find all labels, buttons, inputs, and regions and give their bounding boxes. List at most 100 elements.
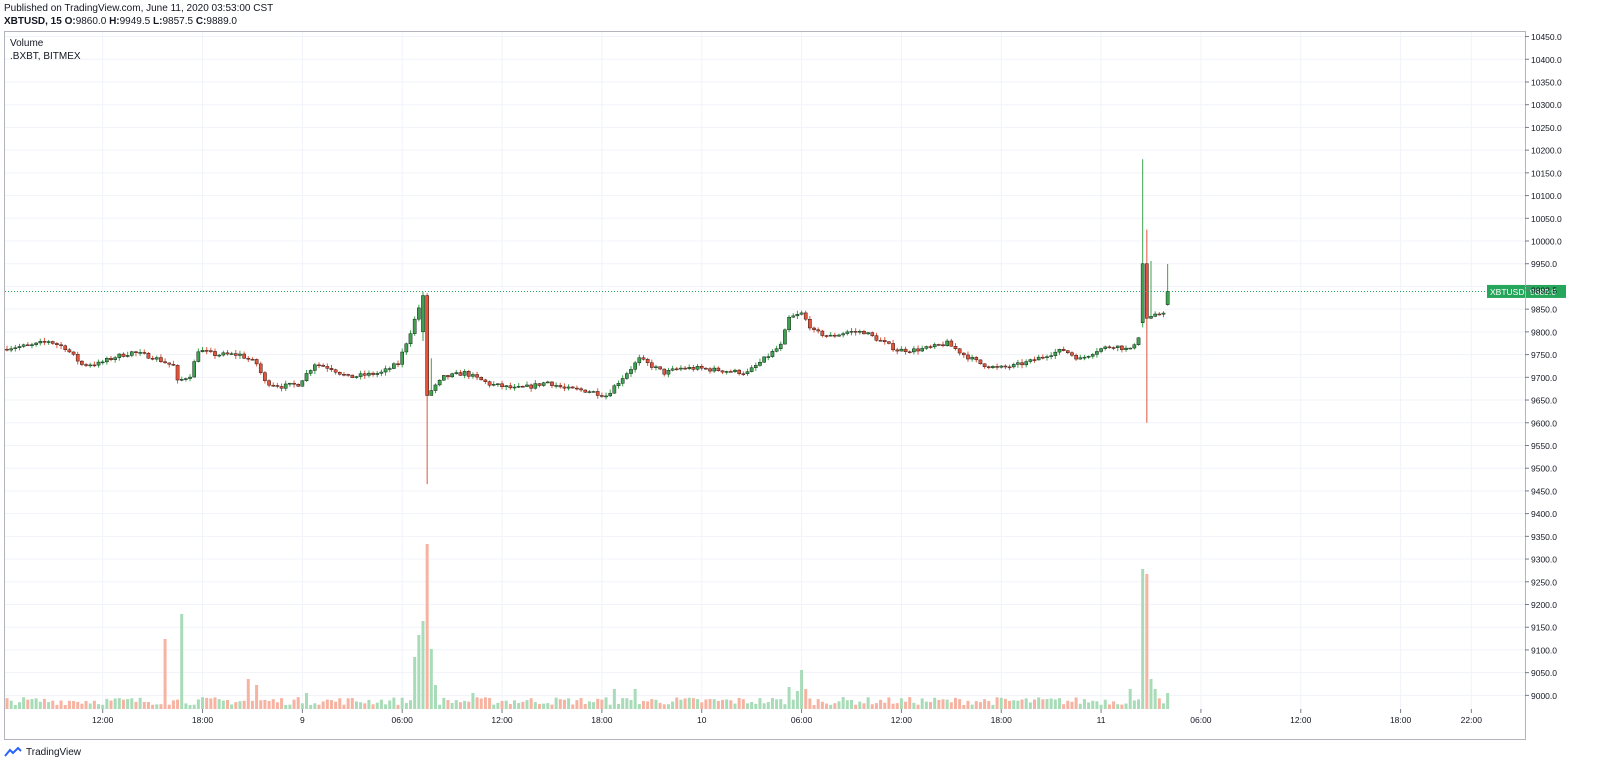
candle [442, 374, 446, 382]
price-tick-label: 9600.0 [1531, 418, 1557, 428]
candle-body [338, 372, 342, 375]
price-tick-label: 9892.5 [1531, 285, 1557, 295]
candle [425, 293, 429, 485]
candle [891, 339, 895, 352]
candle [562, 383, 567, 392]
footer-brand[interactable]: TradingView [4, 746, 81, 758]
candle [937, 343, 941, 346]
candle-body [991, 366, 995, 368]
candle-body [1115, 345, 1120, 348]
candle [525, 381, 529, 388]
candle [724, 370, 729, 375]
volume-bar [912, 702, 916, 709]
volume-bar [242, 700, 246, 709]
volume-bar [1008, 700, 1012, 709]
candle [849, 328, 854, 336]
volume-bar [646, 701, 650, 709]
volume-bar [575, 700, 579, 709]
candle [924, 345, 929, 350]
time-tick-label: 06:00 [392, 715, 414, 725]
candle-body [670, 368, 675, 371]
candle-body [275, 385, 280, 387]
candle-body [737, 369, 741, 374]
candle-body [129, 351, 134, 356]
volume-bar [1166, 693, 1170, 709]
candle-body [300, 380, 305, 387]
candle-body [1165, 291, 1170, 305]
candle [1090, 353, 1095, 359]
volume-bar [113, 698, 117, 709]
candle-body [1016, 362, 1020, 365]
candle [75, 351, 80, 365]
volume-bar [1116, 704, 1120, 709]
candle-body [38, 341, 43, 344]
candle [999, 364, 1004, 369]
volume-bar [587, 701, 591, 709]
volume-bar [521, 701, 525, 709]
volume-bar [1099, 704, 1103, 709]
candle-body [1053, 351, 1058, 356]
candle-body [666, 370, 671, 375]
candle-body [34, 342, 38, 345]
volume-bar [1057, 698, 1061, 709]
volume-bar [600, 699, 604, 709]
candle-body [816, 329, 820, 332]
volume-bar [533, 702, 537, 709]
candle-body [895, 349, 900, 352]
volume-bar [550, 704, 554, 709]
candle [362, 370, 367, 379]
study-legend[interactable]: Volume .BXBT, BITMEX [10, 37, 81, 63]
candle-body [679, 367, 683, 370]
candle [1153, 311, 1157, 318]
candle [570, 385, 575, 389]
candle-body [862, 331, 866, 335]
price-tick-label: 9450.0 [1531, 486, 1557, 496]
volume-bar [367, 699, 371, 709]
candle [117, 353, 122, 361]
volume-bar [870, 704, 874, 709]
ohlc-c: C:9889.0 [195, 16, 237, 27]
volume-bar [791, 699, 795, 709]
volume-bar [42, 698, 46, 709]
candle-body [204, 350, 209, 352]
candle-body [196, 351, 201, 362]
volume-bar [849, 699, 853, 709]
candle [367, 370, 371, 378]
candle-body [887, 341, 891, 344]
candle-body [134, 351, 138, 354]
volume-bar [1141, 569, 1145, 709]
candle [808, 315, 812, 331]
candle-body [824, 335, 829, 337]
volume-bar [783, 704, 787, 709]
candle [325, 363, 330, 372]
candle [1049, 352, 1053, 360]
volume-bar [558, 699, 562, 709]
candle [100, 359, 105, 365]
candle [13, 344, 18, 352]
candle-body [138, 352, 142, 354]
candle-body [304, 373, 309, 381]
volume-bar [433, 685, 437, 709]
candle-body [154, 357, 159, 360]
candle [895, 347, 900, 355]
candle [213, 348, 217, 360]
volume-bar [579, 698, 583, 709]
volume-bar [496, 702, 500, 709]
candle [1070, 351, 1074, 357]
candle-body [1032, 359, 1037, 361]
candle-body [1020, 362, 1024, 366]
candle-body [982, 363, 987, 367]
candle [63, 344, 68, 353]
volume-bar [9, 700, 13, 709]
candle-body [995, 366, 999, 368]
volume-bar [379, 699, 383, 709]
volume-bar [1074, 697, 1078, 709]
volume-bar [180, 614, 184, 709]
volume-bar [891, 703, 895, 709]
candle-body [787, 316, 791, 331]
candle [670, 365, 675, 372]
candle [221, 350, 226, 357]
volume-bar [962, 704, 966, 709]
candle [179, 376, 184, 382]
